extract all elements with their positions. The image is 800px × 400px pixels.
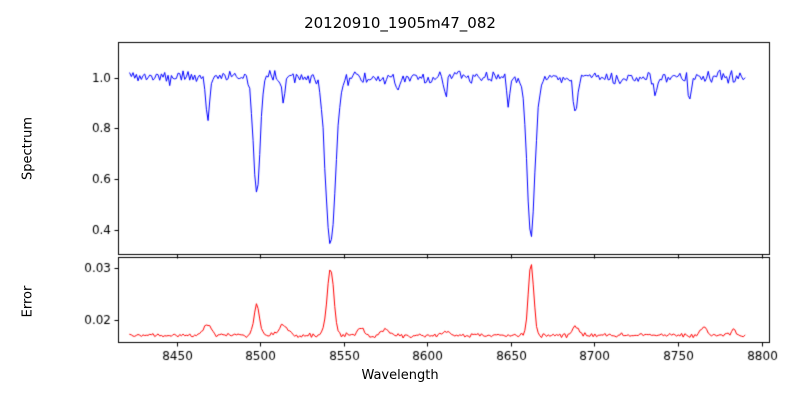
page-title: 20120910_1905m47_082: [304, 14, 496, 32]
spectrum-y-axis-label: Spectrum: [20, 117, 36, 180]
x-axis-label: Wavelength: [361, 368, 439, 383]
error-y-axis-label: Error: [20, 285, 36, 318]
